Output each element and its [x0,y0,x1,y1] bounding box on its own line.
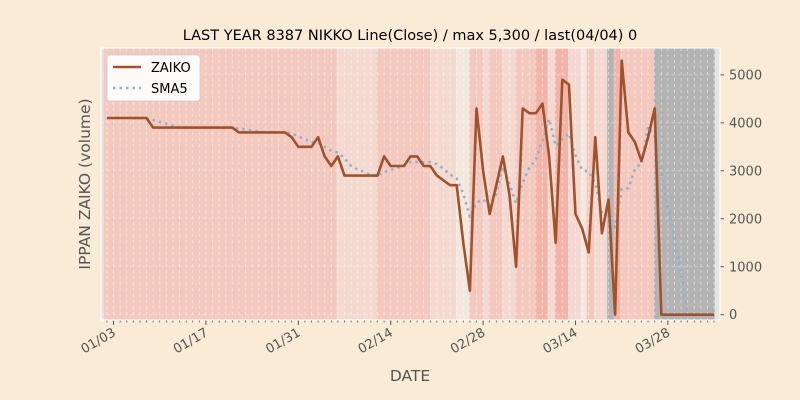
y-tick-label: 0 [729,308,737,323]
y-axis-label: IPPAN ZAIKO (volume) [76,98,94,269]
background-band-mid [376,48,431,320]
background-band-strong [535,48,548,320]
background-band-mid [469,48,484,320]
background-band-gray [607,48,614,320]
y-tick-label: 5000 [729,68,762,83]
background-band-gray [654,48,715,320]
series-line-zaiko [106,59,715,316]
background-band-pale [456,48,470,320]
x-axis-label: DATE [390,367,430,385]
y-tick-label: 4000 [729,116,762,131]
background-band-light [593,48,608,320]
y-tick-label: 3000 [729,164,762,179]
background-band-light [336,48,377,320]
legend-zaiko-label: ZAIKO [151,61,191,76]
y-tick-label: 1000 [729,260,762,275]
background-band-pale [580,48,587,320]
background-band-strong [613,48,621,320]
y-tick-label: 2000 [729,212,762,227]
legend-sma5-label: SMA5 [151,82,188,97]
axes-frame [100,47,721,321]
chart-title: LAST YEAR 8387 NIKKO Line(Close) / max 5… [183,28,638,44]
background-band-mid [515,48,536,320]
background-band-mid [586,48,594,320]
legend: ZAIKO SMA5 [106,54,201,102]
background-band-strong [555,48,569,320]
